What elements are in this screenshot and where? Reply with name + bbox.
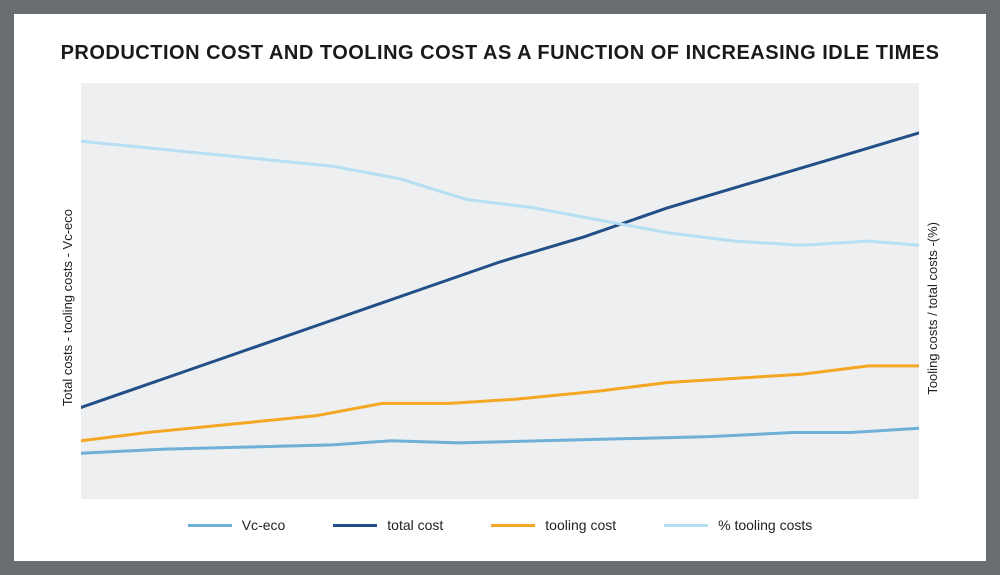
chart-title: PRODUCTION COST AND TOOLING COST AS A FU… [54, 42, 946, 65]
y-axis-left-label: Total costs - tooling costs - Vc-eco [54, 209, 81, 406]
chart-panel: PRODUCTION COST AND TOOLING COST AS A FU… [14, 14, 986, 561]
chart-row: Total costs - tooling costs - Vc-eco Vc-… [54, 83, 946, 533]
legend-swatch-tooling_cost [491, 524, 535, 527]
legend-label-vc_eco: Vc-eco [242, 517, 286, 533]
legend-label-total_cost: total cost [387, 517, 443, 533]
plot-wrap: Vc-eco total cost tooling cost % tooling co… [81, 83, 919, 533]
legend-label-tooling_cost: tooling cost [545, 517, 616, 533]
legend-item-total_cost: total cost [333, 517, 443, 533]
legend-swatch-total_cost [333, 524, 377, 527]
y-axis-right-label: Tooling costs / total costs -(%) [919, 222, 946, 395]
legend-label-pct_tooling: % tooling costs [718, 517, 812, 533]
outer-frame: PRODUCTION COST AND TOOLING COST AS A FU… [0, 0, 1000, 575]
legend-swatch-pct_tooling [664, 524, 708, 527]
plot-area [81, 83, 919, 499]
legend-item-vc_eco: Vc-eco [188, 517, 286, 533]
legend: Vc-eco total cost tooling cost % tooling co… [81, 517, 919, 533]
line-chart-svg [81, 83, 919, 499]
legend-item-pct_tooling: % tooling costs [664, 517, 812, 533]
legend-item-tooling_cost: tooling cost [491, 517, 616, 533]
legend-swatch-vc_eco [188, 524, 232, 527]
